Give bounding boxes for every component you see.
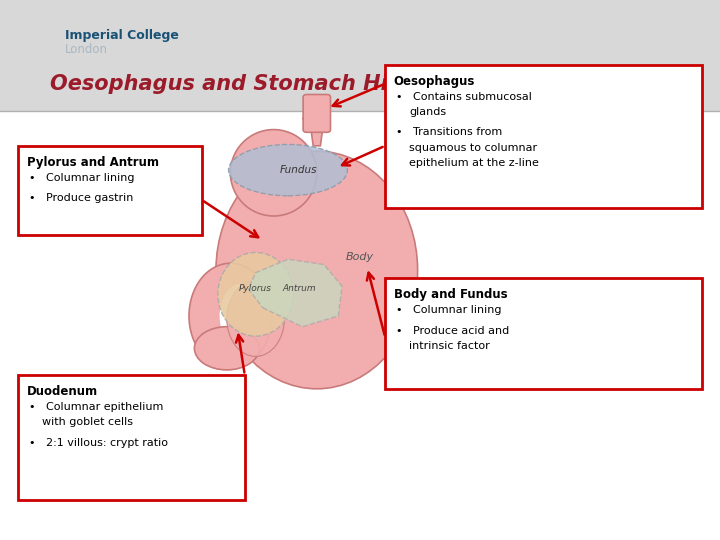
Text: Duodenum: Duodenum	[27, 385, 98, 398]
FancyBboxPatch shape	[0, 111, 720, 540]
Text: •   Transitions from: • Transitions from	[396, 127, 503, 138]
Text: Imperial College: Imperial College	[65, 29, 179, 42]
Polygon shape	[302, 111, 330, 146]
Text: squamous to columnar: squamous to columnar	[409, 143, 537, 153]
Ellipse shape	[229, 144, 348, 195]
Ellipse shape	[189, 263, 272, 368]
Text: Body and Fundus: Body and Fundus	[394, 288, 508, 301]
FancyBboxPatch shape	[385, 65, 702, 208]
Ellipse shape	[220, 284, 263, 348]
Text: •   Contains submucosal: • Contains submucosal	[396, 92, 532, 102]
Text: Antrum: Antrum	[282, 285, 315, 293]
Text: epithelium at the z-line: epithelium at the z-line	[409, 158, 539, 168]
Text: •   Columnar lining: • Columnar lining	[29, 173, 135, 183]
FancyBboxPatch shape	[385, 278, 702, 389]
FancyBboxPatch shape	[303, 94, 330, 132]
Text: •   Columnar lining: • Columnar lining	[396, 305, 502, 315]
Ellipse shape	[216, 151, 418, 389]
Text: Pylorus: Pylorus	[239, 285, 272, 293]
Text: Oesophagus: Oesophagus	[394, 75, 475, 87]
Ellipse shape	[230, 130, 317, 216]
Text: with goblet cells: with goblet cells	[42, 417, 132, 428]
Text: Oesophagus and Stomach Histology: Oesophagus and Stomach Histology	[50, 73, 475, 94]
Ellipse shape	[218, 252, 294, 336]
Ellipse shape	[194, 327, 259, 370]
Text: •   Produce gastrin: • Produce gastrin	[29, 193, 133, 204]
Text: •   Columnar epithelium: • Columnar epithelium	[29, 402, 163, 413]
Text: Pylorus and Antrum: Pylorus and Antrum	[27, 156, 158, 168]
Text: London: London	[65, 43, 108, 56]
Text: •   2:1 villous: crypt ratio: • 2:1 villous: crypt ratio	[29, 438, 168, 448]
FancyBboxPatch shape	[18, 375, 245, 500]
Text: intrinsic factor: intrinsic factor	[409, 341, 490, 351]
Ellipse shape	[227, 281, 284, 356]
FancyBboxPatch shape	[18, 146, 202, 235]
Text: Fundus: Fundus	[280, 165, 318, 175]
Polygon shape	[248, 259, 342, 327]
Text: •   Produce acid and: • Produce acid and	[396, 326, 509, 336]
Text: glands: glands	[409, 107, 446, 117]
Text: Body: Body	[346, 252, 374, 261]
